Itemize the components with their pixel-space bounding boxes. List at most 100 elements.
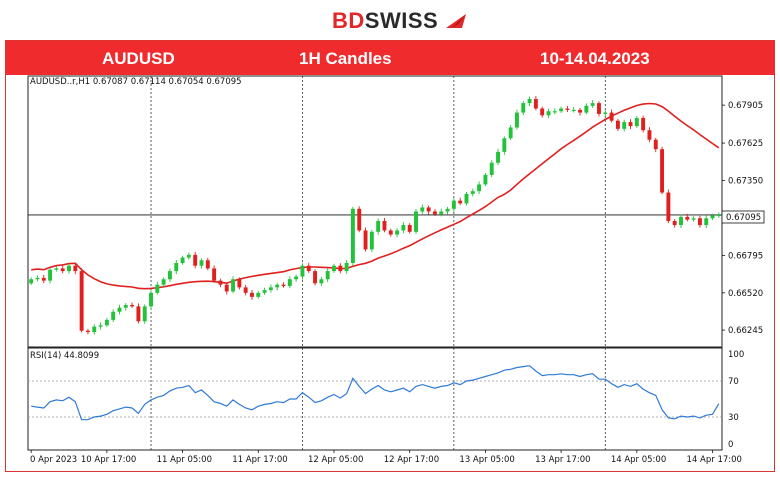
candle <box>603 110 608 117</box>
candle <box>382 218 387 233</box>
candle <box>666 189 671 224</box>
time-tick-label: 13 Apr 05:00 <box>459 455 514 465</box>
time-tick-label: 11 Apr 17:00 <box>232 455 287 465</box>
candle <box>622 119 627 132</box>
candle <box>653 137 658 153</box>
candle <box>167 268 172 282</box>
candle <box>344 260 349 274</box>
candle <box>483 173 488 187</box>
candle <box>67 263 71 274</box>
candle <box>306 262 311 273</box>
candle <box>679 214 683 229</box>
candle <box>212 265 217 283</box>
candle <box>268 284 273 293</box>
time-tick-label: 13 Apr 17:00 <box>535 455 590 465</box>
candle <box>458 197 463 206</box>
candle <box>376 218 381 235</box>
candle <box>104 318 109 328</box>
price-tick-label: 0.67905 <box>728 101 763 111</box>
candle <box>489 160 494 178</box>
price-info-label: AUDUSD..r,H1 0.67087 0.67114 0.67054 0.6… <box>30 77 242 87</box>
candle <box>256 290 261 299</box>
header-timeframe: 1H Candles <box>299 49 392 68</box>
price-tick-label: 0.66795 <box>728 252 763 262</box>
candle <box>294 274 299 282</box>
candle <box>615 118 620 132</box>
candle <box>149 290 153 310</box>
rsi-tick-label: 70 <box>728 377 739 387</box>
rsi-tick-label: 100 <box>728 350 744 360</box>
candle <box>313 269 318 286</box>
candle <box>35 275 40 282</box>
candle <box>250 289 254 300</box>
candle <box>426 205 431 215</box>
rsi-line <box>31 365 720 421</box>
brand-wordmark: BDSWISS <box>332 8 438 34</box>
candle <box>565 106 570 113</box>
time-tick-label: 12 Apr 17:00 <box>384 455 439 465</box>
candle <box>60 265 65 274</box>
candle <box>546 108 551 118</box>
candle <box>552 108 557 115</box>
candle <box>502 136 507 155</box>
price-tick-label: 0.67625 <box>728 139 763 149</box>
current-price-label: 0.67095 <box>726 213 761 223</box>
candle <box>647 127 652 143</box>
candle <box>243 284 248 296</box>
candle <box>660 146 665 195</box>
current-price-tag: 0.67095 <box>721 210 765 224</box>
candle <box>527 96 532 107</box>
candle <box>180 255 185 265</box>
candle <box>300 263 305 280</box>
candle <box>597 101 601 117</box>
candle <box>193 251 198 269</box>
candle <box>414 209 418 234</box>
time-tick-label: 14 Apr 17:00 <box>687 455 742 465</box>
candle <box>470 188 475 197</box>
candle <box>332 263 336 273</box>
candle <box>451 198 456 212</box>
time-tick-label: 0 Apr 2023 <box>30 455 77 465</box>
candle <box>477 181 482 195</box>
candle <box>590 100 595 108</box>
candle <box>685 213 690 222</box>
brand-part-1: BD <box>332 8 365 33</box>
candle <box>357 206 362 233</box>
candle <box>697 215 702 228</box>
candle <box>439 208 444 217</box>
candle <box>641 115 646 133</box>
candle <box>98 322 103 330</box>
candle <box>319 276 324 286</box>
candle <box>161 277 166 287</box>
candle <box>205 257 210 271</box>
candle <box>508 125 513 141</box>
candle <box>704 215 709 229</box>
candle <box>514 109 519 130</box>
candle <box>262 287 267 295</box>
candle <box>609 109 614 123</box>
candle <box>142 304 147 324</box>
candle <box>174 260 179 275</box>
candle <box>218 278 223 288</box>
candle <box>130 302 135 309</box>
candle <box>287 276 292 289</box>
candle <box>578 107 583 116</box>
rsi-tick-label: 0 <box>728 440 733 450</box>
chart-header: AUDUSD 1H Candles 10-14.04.2023 <box>6 41 774 75</box>
candle <box>85 328 90 335</box>
candle <box>691 216 696 222</box>
brand-part-2: SWISS <box>364 8 439 33</box>
candle <box>445 206 450 215</box>
candle <box>275 282 280 291</box>
candle <box>281 282 286 288</box>
rsi-panel-border <box>27 347 723 451</box>
candle <box>41 274 46 284</box>
candle <box>54 265 59 272</box>
candle <box>73 263 78 275</box>
chart-frame <box>5 40 775 472</box>
candle <box>395 228 400 238</box>
candle <box>716 212 721 218</box>
candle <box>224 282 229 295</box>
candle <box>496 148 500 166</box>
candle <box>199 258 204 269</box>
